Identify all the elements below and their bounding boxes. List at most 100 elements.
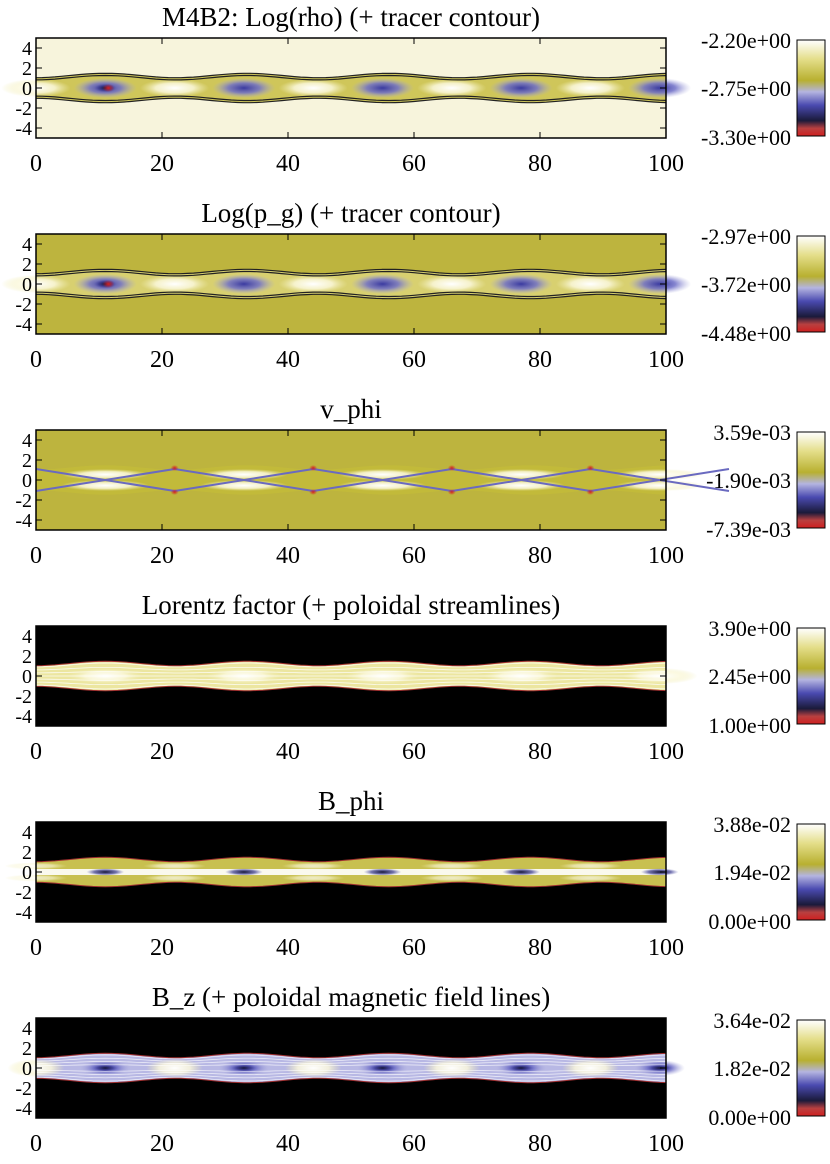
x-tick-label: 20 (150, 739, 174, 765)
colorbar-max-label: 3.90e+00 (708, 616, 791, 641)
y-tick-label: -2 (15, 686, 32, 708)
field-line (35, 1057, 667, 1062)
colorbar-frame (796, 1019, 826, 1117)
y-tick-label: 0 (22, 78, 32, 100)
x-tick-label: 60 (402, 347, 426, 373)
bphi-dark (640, 868, 679, 876)
knot-bright (278, 79, 348, 97)
bphi-bright (281, 862, 345, 870)
red-spot (447, 489, 456, 495)
tracer-contour (35, 293, 667, 300)
tracer-contour (35, 95, 667, 102)
x-tick-label: 100 (648, 935, 684, 961)
colorbar (797, 236, 825, 332)
knot-blue (628, 78, 692, 98)
colorbar-mid-label: 2.45e+00 (708, 664, 791, 689)
colorbar-frame (796, 823, 826, 921)
y-tick-label: -2 (15, 294, 32, 316)
knot-bright (278, 275, 348, 293)
shear-line (35, 468, 175, 492)
x-tick-label: 0 (30, 739, 42, 765)
red-spot (309, 465, 318, 471)
y-tick-label: -4 (15, 902, 32, 924)
knot-blue (212, 78, 276, 98)
knot-blue (351, 274, 414, 294)
tracer-contour (35, 291, 667, 298)
red-spot (170, 465, 179, 471)
y-tick-label: -2 (15, 1078, 32, 1100)
x-tick-label: 0 (30, 935, 42, 961)
bz-dark (508, 1064, 534, 1072)
y-tick-label: 4 (22, 822, 32, 844)
jet-body (36, 465, 666, 495)
bz-bright (423, 1059, 481, 1077)
knot-bright (139, 275, 210, 293)
colorbar-min-label: -4.48e+00 (701, 321, 791, 346)
x-tick-label: 0 (30, 543, 42, 569)
x-tick-label: 0 (30, 151, 42, 177)
colorbar-max-label: 3.64e-02 (713, 1008, 791, 1033)
x-tick-label: 100 (648, 739, 684, 765)
bz-bright (146, 1059, 203, 1077)
y-tick-label: 2 (22, 1038, 32, 1060)
tracer-contour (35, 270, 667, 277)
knot-red (102, 84, 115, 92)
x-tick-label: 100 (648, 543, 684, 569)
knot-blue (489, 274, 553, 294)
knot-bright (139, 79, 210, 97)
x-tick-label: 100 (648, 1131, 684, 1157)
panel-title: B_phi (318, 786, 384, 816)
panel-title: B_z (+ poloidal magnetic field lines) (152, 982, 550, 1012)
colorbar-mid-label: -3.72e+00 (701, 272, 791, 297)
bz-dark (369, 1064, 396, 1072)
shear-line (590, 468, 730, 492)
panel-title: M4B2: Log(rho) (+ tracer contour) (162, 2, 540, 32)
red-spot (447, 465, 456, 471)
colorbar-frame (796, 627, 826, 725)
bz-bright (284, 1059, 342, 1077)
bz-dark (92, 1064, 118, 1072)
x-tick-label: 80 (528, 1131, 552, 1157)
panel-4: Lorentz factor (+ poloidal streamlines) 4… (15, 590, 826, 765)
x-tick-label: 60 (402, 151, 426, 177)
bphi-dark (363, 868, 402, 876)
y-tick-label: 4 (22, 430, 32, 452)
y-tick-label: 2 (22, 254, 32, 276)
bphi-dark (502, 868, 540, 876)
y-tick-label: -4 (15, 118, 32, 140)
colorbar-frame (796, 39, 826, 137)
x-tick-label: 100 (648, 151, 684, 177)
panel-title: Log(p_g) (+ tracer contour) (201, 198, 500, 228)
knot-bright (417, 275, 487, 293)
colorbar-max-label: -2.97e+00 (701, 224, 791, 249)
y-tick-label: -2 (15, 882, 32, 904)
x-tick-label: 60 (402, 935, 426, 961)
field-line (35, 1074, 667, 1079)
knot-bright (555, 79, 626, 97)
x-tick-label: 40 (276, 347, 300, 373)
x-tick-label: 20 (150, 543, 174, 569)
field-line (36, 1072, 667, 1075)
bphi-dark (86, 868, 125, 876)
colorbar-max-label: 3.88e-02 (713, 812, 791, 837)
tracer-contour (35, 72, 667, 79)
colorbar (797, 1020, 825, 1116)
colorbar-min-label: 0.00e+00 (708, 909, 791, 934)
x-tick-label: 20 (150, 151, 174, 177)
y-tick-label: -4 (15, 1098, 32, 1120)
y-tick-label: 2 (22, 646, 32, 668)
bphi-bright (281, 874, 345, 882)
colorbar (797, 628, 825, 724)
field-line (35, 1076, 667, 1082)
knot-blue (351, 78, 414, 98)
streamline (35, 671, 667, 674)
y-tick-label: 0 (22, 666, 32, 688)
x-tick-label: 80 (528, 347, 552, 373)
y-tick-label: -4 (15, 314, 32, 336)
colorbar-max-label: 3.59e-03 (713, 420, 791, 445)
y-tick-label: 4 (22, 38, 32, 60)
field-line (36, 1069, 666, 1072)
x-tick-label: 60 (402, 1131, 426, 1157)
